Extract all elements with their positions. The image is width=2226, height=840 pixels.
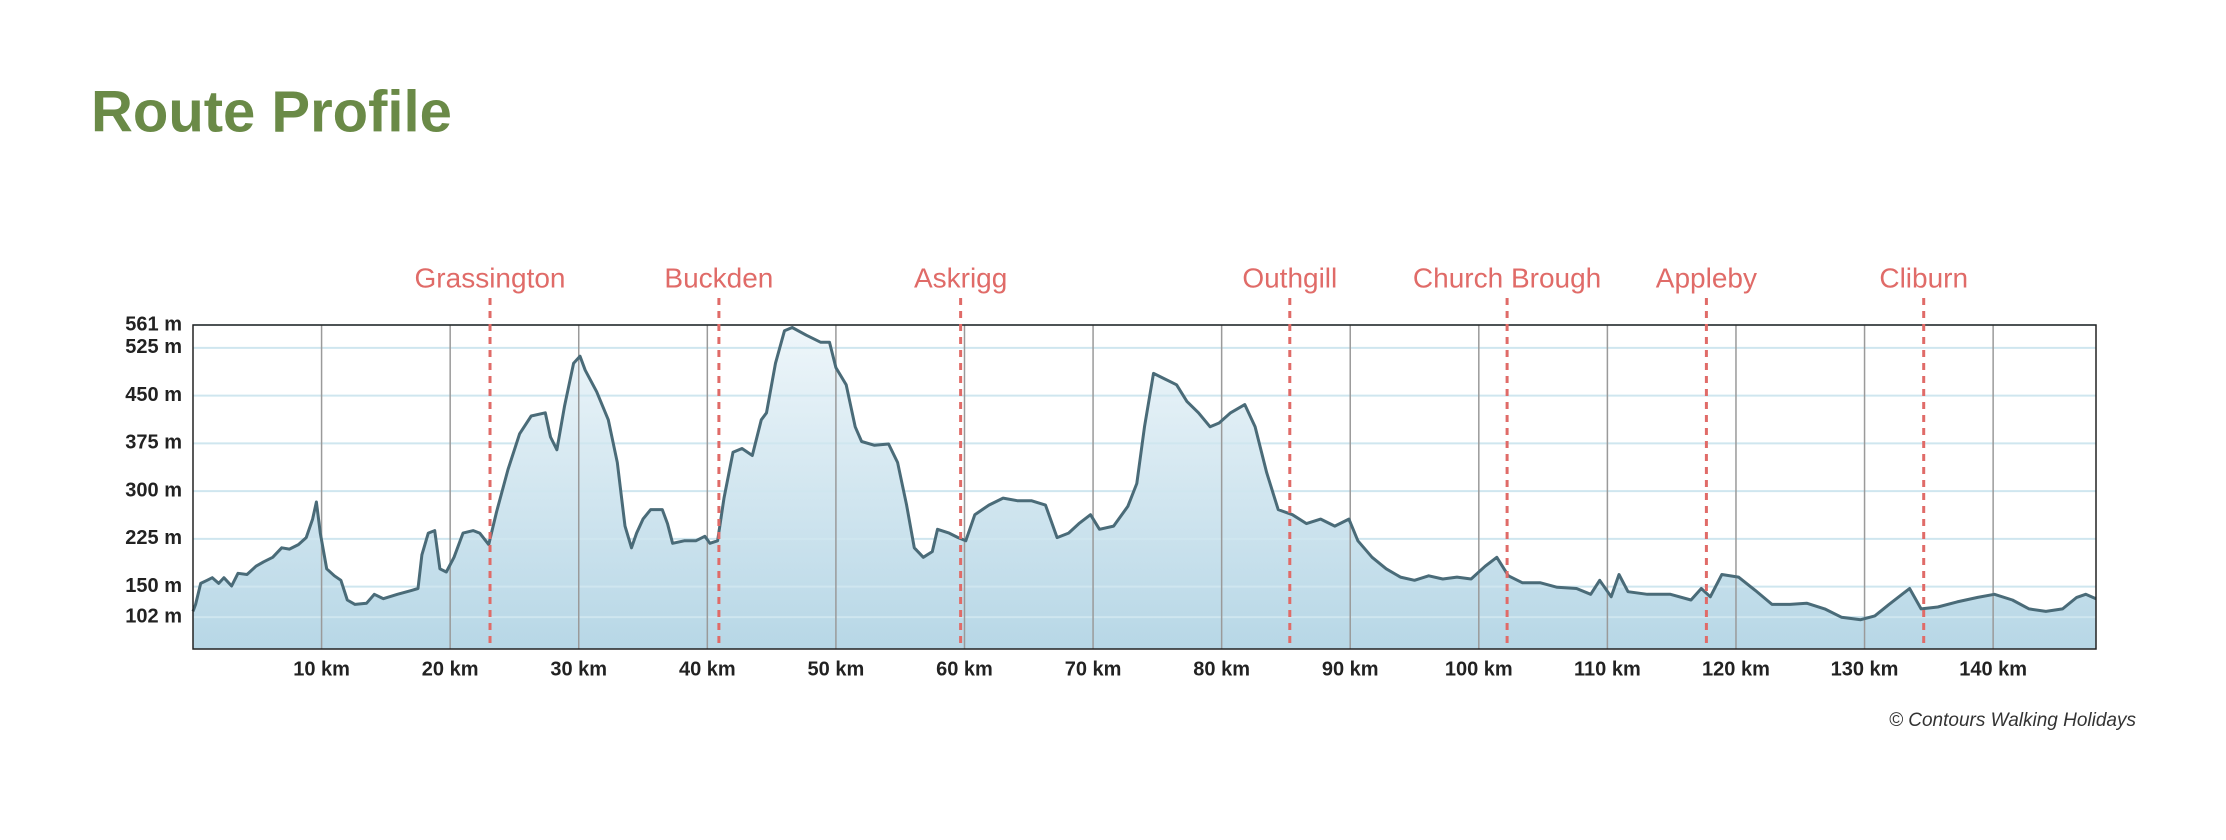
x-tick-label: 140 km	[1959, 658, 2027, 680]
y-tick-label: 561 m	[125, 313, 182, 335]
x-tick-label: 90 km	[1322, 658, 1379, 680]
x-tick-label: 10 km	[293, 658, 350, 680]
x-tick-label: 80 km	[1193, 658, 1250, 680]
x-tick-label: 120 km	[1702, 658, 1770, 680]
y-tick-label: 102 m	[125, 605, 182, 627]
chart-title: Route Profile	[91, 79, 452, 144]
y-tick-label: 525 m	[125, 336, 182, 358]
elevation-line	[191, 326, 2097, 622]
town-label: Cliburn	[1879, 262, 1968, 293]
town-label: Outhgill	[1242, 262, 1337, 293]
y-tick-label: 225 m	[125, 527, 182, 549]
area-fill	[193, 327, 2096, 649]
x-tick-label: 130 km	[1831, 658, 1899, 680]
town-label: Church Brough	[1413, 262, 1601, 293]
x-tick-label: 100 km	[1445, 658, 1513, 680]
x-tick-label: 50 km	[808, 658, 865, 680]
town-label: Appleby	[1656, 262, 1757, 293]
x-tick-label: 20 km	[422, 658, 479, 680]
x-tick-label: 40 km	[679, 658, 736, 680]
y-tick-label: 375 m	[125, 432, 182, 454]
town-label: Askrigg	[914, 262, 1007, 293]
town-label: Grassington	[415, 262, 566, 293]
y-tick-label: 300 m	[125, 479, 182, 501]
x-tick-label: 60 km	[936, 658, 993, 680]
x-tick-label: 110 km	[1574, 658, 1641, 680]
x-tick-label: 30 km	[550, 658, 607, 680]
y-tick-label: 450 m	[125, 384, 182, 406]
credit: © Contours Walking Holidays	[1889, 710, 2137, 731]
y-tick-label: 150 m	[125, 575, 182, 597]
town-label: Buckden	[664, 262, 773, 293]
x-tick-label: 70 km	[1065, 658, 1122, 680]
plot-border	[192, 324, 2097, 650]
